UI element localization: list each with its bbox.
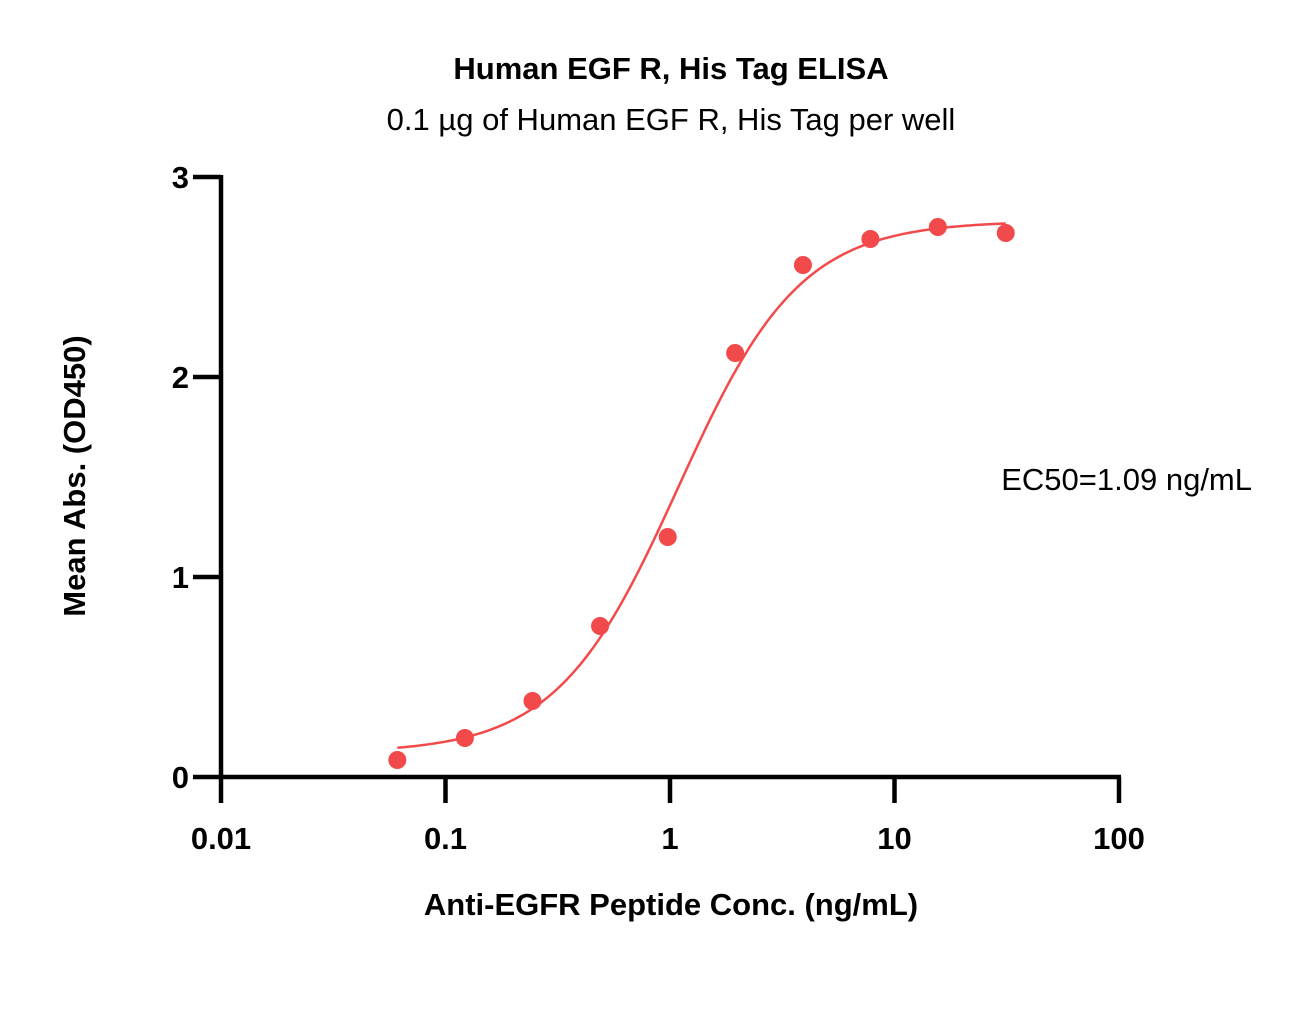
y-axis-label: Mean Abs. (OD450) xyxy=(57,335,92,616)
x-tick-label: 100 xyxy=(1093,821,1145,856)
data-point xyxy=(996,224,1015,242)
data-point xyxy=(928,218,947,236)
ec50-annotation: EC50=1.09 ng/mL xyxy=(1001,462,1252,497)
chart-subtitle: 0.1 µg of Human EGF R, His Tag per well xyxy=(387,102,956,137)
data-point xyxy=(861,230,880,248)
axes xyxy=(218,175,1121,780)
data-point xyxy=(591,617,610,635)
y-tick-label: 0 xyxy=(172,760,189,795)
y-ticks: 0 1 2 3 xyxy=(172,160,221,795)
y-tick-label: 3 xyxy=(172,160,189,195)
chart-title: Human EGF R, His Tag ELISA xyxy=(453,51,888,86)
data-point xyxy=(658,528,677,546)
x-tick-label: 0.1 xyxy=(424,821,467,856)
x-tick-label: 10 xyxy=(877,821,911,856)
data-point xyxy=(793,256,812,274)
y-tick-label: 1 xyxy=(172,560,189,595)
data-point xyxy=(455,729,474,747)
data-point xyxy=(388,751,407,769)
x-tick-label: 0.01 xyxy=(191,821,251,856)
data-point xyxy=(726,344,745,362)
data-point xyxy=(523,692,542,710)
x-axis-label: Anti-EGFR Peptide Conc. (ng/mL) xyxy=(424,887,918,922)
fit-curve xyxy=(397,222,1006,750)
y-tick-label: 2 xyxy=(172,360,189,395)
data-points xyxy=(388,218,1015,769)
x-ticks: 0.01 0.1 1 10 100 xyxy=(191,777,1145,856)
x-tick-label: 1 xyxy=(661,821,678,856)
